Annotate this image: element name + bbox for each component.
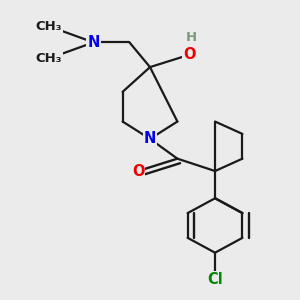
Text: CH₃: CH₃	[36, 52, 62, 65]
Text: CH₃: CH₃	[36, 20, 62, 33]
Text: O: O	[183, 47, 196, 62]
Text: N: N	[144, 131, 156, 146]
Text: N: N	[87, 35, 100, 50]
Text: O: O	[132, 164, 144, 178]
Text: H: H	[185, 32, 197, 44]
Text: Cl: Cl	[207, 272, 223, 287]
